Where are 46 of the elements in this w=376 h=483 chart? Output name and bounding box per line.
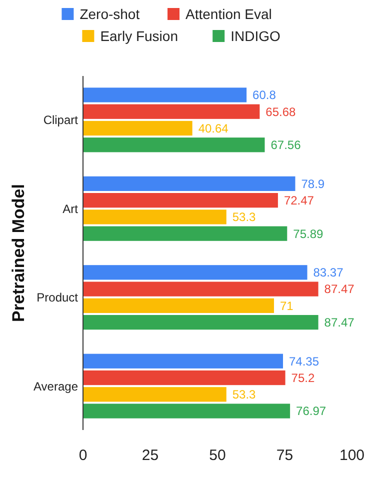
data-label: 78.9: [301, 176, 325, 191]
bar: [83, 282, 318, 296]
bar: [83, 138, 265, 152]
data-label: 60.8: [252, 88, 276, 102]
x-tick-label: 50: [209, 447, 226, 464]
bar: [83, 193, 278, 208]
data-label: 53.3: [232, 388, 256, 402]
legend-label: Zero-shot: [80, 6, 140, 22]
x-tick-label: 75: [276, 447, 294, 464]
data-label: 83.37: [313, 266, 344, 280]
y-tick-label: Product: [36, 290, 79, 305]
bar: [83, 354, 283, 368]
bar: [83, 370, 286, 386]
legend-label: Attention Eval: [186, 6, 272, 22]
data-label: 87.47: [324, 316, 355, 330]
data-label: 76.97: [296, 404, 326, 418]
data-label: 40.64: [198, 121, 229, 136]
y-tick-label: Average: [34, 379, 78, 394]
bar: [83, 176, 296, 192]
bar: [83, 387, 226, 402]
data-label: 75.89: [293, 226, 324, 241]
data-label: 75.2: [291, 370, 315, 385]
bar: [83, 120, 192, 136]
bar: [83, 298, 274, 313]
x-tick-label: 25: [142, 447, 159, 464]
bar: [83, 210, 226, 224]
legend-label: Early Fusion: [100, 28, 178, 44]
y-axis-title: Pretrained Model: [9, 184, 28, 322]
bar: [83, 265, 308, 280]
bar: [83, 88, 247, 102]
y-tick-label: Art: [62, 202, 79, 216]
bar: [83, 104, 260, 119]
x-tick-label: 100: [339, 447, 365, 464]
data-label: 72.47: [284, 194, 314, 208]
bar: [83, 226, 288, 241]
data-label: 87.47: [324, 282, 355, 296]
data-label: 53.3: [232, 210, 256, 224]
data-label: 71: [280, 298, 294, 313]
x-tick-label: 0: [78, 447, 88, 464]
data-label: 65.68: [266, 104, 296, 119]
bar: [83, 314, 318, 330]
bar: [83, 404, 290, 418]
y-tick-label: Clipart: [43, 113, 79, 128]
data-label: 74.35: [289, 354, 320, 368]
legend-label: INDIGO: [230, 28, 280, 44]
data-label: 67.56: [270, 138, 302, 152]
